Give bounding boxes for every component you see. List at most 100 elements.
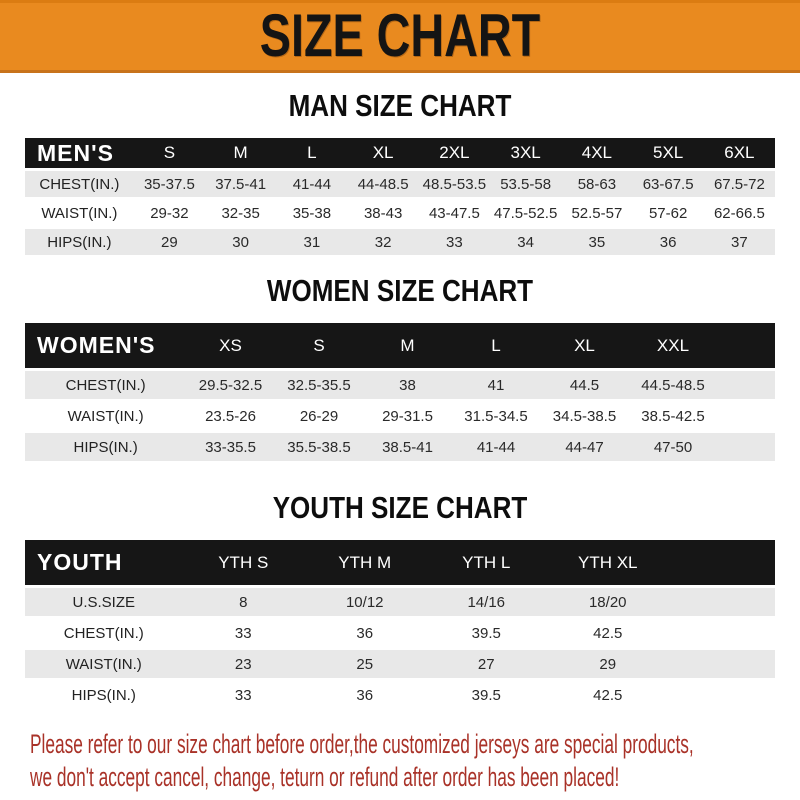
size-value-cell: 29-31.5 — [382, 407, 433, 425]
measurement-row: HIPS(IN.) 33 36 39.5 42.5 — [25, 681, 775, 709]
size-col-header: M — [363, 323, 452, 368]
section-youth: YOUTH SIZE CHART YOUTH YTH S YTH M YTH L YTH… — [0, 490, 800, 712]
size-value-cell: 36 — [356, 686, 374, 704]
size-value-cell: 23.5-26 — [205, 407, 256, 425]
size-value-cell: 29.5-32.5 — [198, 376, 263, 394]
women-size-table: WOMEN'S XS S M L XL XXL CHEST(IN.) 29.5-32.5 32.5… — [25, 320, 775, 464]
measurement-row: HIPS(IN.) 33-35.5 35.5-38.5 38.5-41 41-44 44-… — [25, 433, 775, 461]
size-value-cell: 41-44 — [292, 175, 332, 193]
size-col-header: 5XL — [632, 138, 704, 168]
size-value-cell: 67.5-72 — [713, 175, 765, 193]
disclaimer-line-2: we don't accept cancel, change, teturn o… — [30, 762, 620, 792]
size-value-cell: 41 — [487, 376, 505, 394]
row-label: WAIST(IN.) — [41, 204, 118, 222]
size-col-header: 4XL — [561, 138, 633, 168]
measurement-row: CHEST(IN.) 29.5-32.5 32.5-35.5 38 41 44.5 44.5… — [25, 371, 775, 399]
size-value-cell: 47-50 — [653, 438, 693, 456]
size-value-cell: 26-29 — [299, 407, 339, 425]
size-value-cell: 33 — [446, 233, 463, 251]
size-value-cell: 37.5-41 — [215, 175, 267, 193]
size-value-cell: 8 — [239, 593, 248, 611]
size-value-cell: 35-38 — [292, 204, 332, 222]
size-col-header: 2XL — [418, 138, 490, 168]
table-corner-label: YOUTH — [25, 540, 183, 585]
size-value-cell: 29 — [161, 233, 178, 251]
size-value-cell: 44-48.5 — [357, 175, 409, 193]
size-value-cell: 36 — [659, 233, 677, 251]
disclaimer-line-1: Please refer to our size chart before or… — [30, 729, 694, 759]
size-value-cell: 47.5-52.5 — [493, 204, 558, 222]
size-header-row: YOUTH YTH S YTH M YTH L YTH XL — [25, 540, 775, 585]
size-value-cell: 39.5 — [471, 624, 501, 642]
row-label: WAIST(IN.) — [65, 655, 142, 673]
size-col-header: 6XL — [703, 138, 775, 168]
size-value-cell: 32-35 — [221, 204, 260, 222]
size-value-cell: 63-67.5 — [642, 175, 694, 193]
section-men: MAN SIZE CHART MEN'S S M L XL 2XL 3XL 4XL 5XL 6XL… — [0, 88, 800, 258]
row-label: HIPS(IN.) — [71, 686, 136, 704]
size-col-header: 3XL — [490, 138, 562, 168]
size-value-cell: 58-63 — [577, 175, 617, 193]
row-spacer — [669, 588, 776, 616]
header-spacer — [668, 540, 775, 585]
size-col-header: M — [205, 138, 277, 168]
section-women: WOMEN SIZE CHART WOMEN'S XS S M L XL XXL CHEST(… — [0, 273, 800, 464]
size-value-cell: 42.5 — [593, 624, 623, 642]
size-value-cell: 44.5-48.5 — [641, 376, 705, 394]
size-col-header: S — [133, 138, 205, 168]
size-value-cell: 33 — [234, 624, 252, 642]
size-value-cell: 35 — [588, 233, 606, 251]
row-label: HIPS(IN.) — [47, 233, 112, 251]
size-col-header: YTH S — [182, 540, 304, 585]
size-value-cell: 44-47 — [565, 438, 604, 456]
size-value-cell: 35.5-38.5 — [287, 438, 351, 456]
size-value-cell: 36 — [356, 624, 374, 642]
size-col-header: L — [276, 138, 348, 168]
measurement-row: WAIST(IN.) 29-32 32-35 35-38 38-43 43-47.5 47.… — [25, 200, 775, 226]
size-value-cell: 29 — [599, 655, 617, 673]
size-value-cell: 27 — [477, 655, 495, 673]
size-value-cell: 57-62 — [648, 204, 688, 222]
header-spacer — [717, 323, 775, 368]
size-col-header: XL — [540, 323, 629, 368]
table-corner-label: WOMEN'S — [25, 323, 187, 368]
row-spacer — [717, 402, 775, 430]
size-value-cell: 29-32 — [150, 204, 189, 222]
size-header-row: MEN'S S M L XL 2XL 3XL 4XL 5XL 6XL — [25, 138, 775, 168]
size-col-header: S — [274, 323, 364, 368]
measurement-row: CHEST(IN.) 33 36 39.5 42.5 — [25, 619, 775, 647]
size-col-header: YTH L — [425, 540, 547, 585]
size-value-cell: 23 — [234, 655, 252, 673]
size-value-cell: 18/20 — [588, 593, 627, 611]
row-spacer — [669, 681, 776, 709]
size-value-cell: 31 — [303, 233, 321, 251]
measurement-row: CHEST(IN.) 35-37.5 37.5-41 41-44 44-48.5 48.5… — [25, 171, 775, 197]
size-value-cell: 44.5 — [569, 376, 600, 394]
size-value-cell: 34.5-38.5 — [552, 407, 617, 425]
size-value-cell: 10/12 — [345, 593, 384, 611]
size-value-cell: 31.5-34.5 — [464, 407, 528, 425]
size-value-cell: 38.5-41 — [382, 438, 433, 456]
youth-section-title: YOUTH SIZE CHART — [272, 490, 528, 525]
row-label: HIPS(IN.) — [73, 438, 138, 456]
size-value-cell: 33-35.5 — [205, 438, 256, 456]
size-value-cell: 42.5 — [593, 686, 623, 704]
size-value-cell: 35-37.5 — [143, 175, 195, 193]
size-header-row: WOMEN'S XS S M L XL XXL — [25, 323, 775, 368]
measurement-row: WAIST(IN.) 23.5-26 26-29 29-31.5 31.5-34.5 34… — [25, 402, 775, 430]
size-value-cell: 37 — [731, 233, 748, 251]
size-value-cell: 43-47.5 — [428, 204, 480, 222]
size-value-cell: 39.5 — [471, 686, 501, 704]
size-value-cell: 38-43 — [363, 204, 403, 222]
size-value-cell: 52.5-57 — [571, 204, 623, 222]
page-title: SIZE CHART — [259, 2, 541, 70]
row-spacer — [717, 433, 775, 461]
measurement-row: U.S.SIZE 8 10/12 14/16 18/20 — [25, 588, 775, 616]
measurement-row: WAIST(IN.) 23 25 27 29 — [25, 650, 775, 678]
row-label: U.S.SIZE — [72, 593, 135, 611]
size-value-cell: 48.5-53.5 — [422, 175, 487, 193]
size-col-header: YTH XL — [547, 540, 669, 585]
measurement-row: HIPS(IN.) 29 30 31 32 33 34 35 36 37 — [25, 229, 775, 255]
row-spacer — [669, 650, 776, 678]
size-col-header: XL — [347, 138, 419, 168]
